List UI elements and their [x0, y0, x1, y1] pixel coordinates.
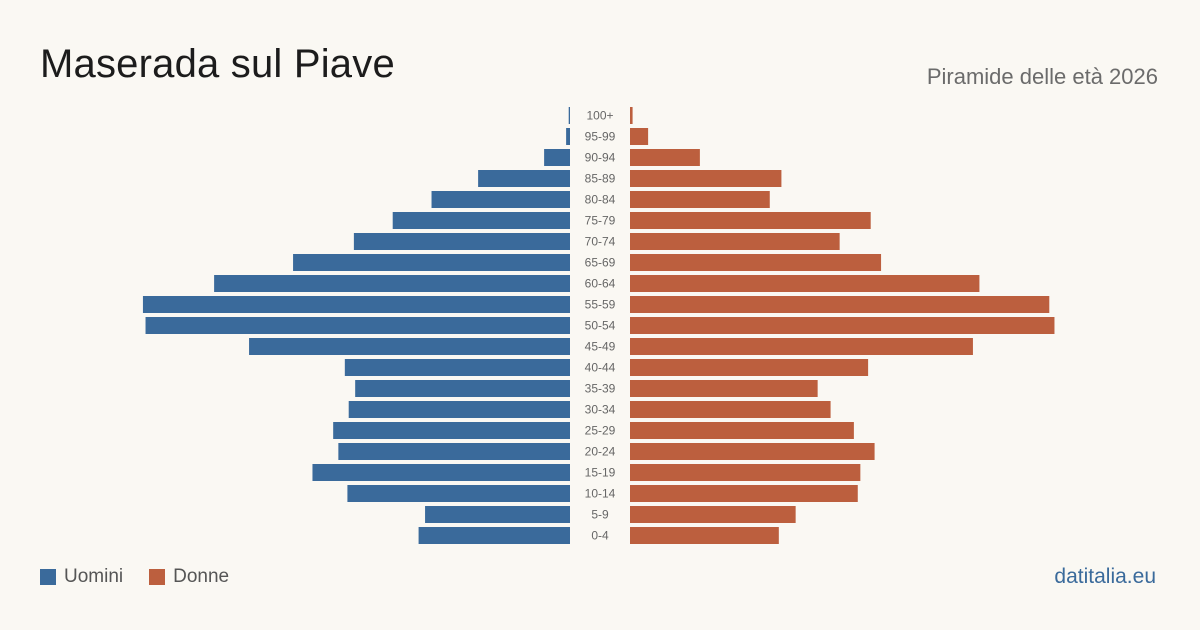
age-label-50-54: 50-54: [585, 319, 616, 333]
bar-men-80-84: [431, 191, 570, 208]
bar-women-85-89: [630, 170, 782, 187]
age-label-10-14: 10-14: [585, 487, 616, 501]
legend-swatch-men: [40, 569, 56, 585]
age-label-40-44: 40-44: [585, 361, 616, 375]
bar-men-100plus: [568, 107, 570, 124]
bar-women-90-94: [630, 149, 700, 166]
bar-men-50-54: [145, 317, 570, 334]
bar-women-100plus: [630, 107, 633, 124]
age-label-100plus: 100+: [586, 109, 613, 123]
bar-men-30-34: [348, 401, 570, 418]
age-label-75-79: 75-79: [585, 214, 616, 228]
bar-men-0-4: [418, 527, 570, 544]
age-label-65-69: 65-69: [585, 256, 616, 270]
bar-men-40-44: [344, 359, 570, 376]
age-label-25-29: 25-29: [585, 424, 616, 438]
bar-men-85-89: [478, 170, 570, 187]
legend-label-women: Donne: [173, 566, 230, 587]
bar-men-65-69: [293, 254, 570, 271]
chart-subtitle: Piramide delle età 2026: [926, 64, 1158, 89]
bar-women-55-59: [630, 296, 1050, 313]
bar-women-25-29: [630, 422, 854, 439]
legend: Uomini Donne: [40, 566, 255, 588]
bar-men-35-39: [355, 380, 570, 397]
page-title: Maserada sul Piave: [40, 42, 395, 86]
legend-label-men: Uomini: [64, 566, 124, 587]
bar-women-30-34: [630, 401, 831, 418]
bar-men-20-24: [338, 443, 570, 460]
bar-men-5-9: [425, 506, 570, 523]
legend-item-men: Uomini: [40, 566, 123, 588]
bar-women-75-79: [630, 212, 871, 229]
bar-women-40-44: [630, 359, 869, 376]
legend-item-women: Donne: [149, 566, 229, 588]
bar-women-15-19: [630, 464, 861, 481]
age-label-20-24: 20-24: [585, 445, 616, 459]
bar-women-0-4: [630, 527, 779, 544]
bar-women-70-74: [630, 233, 840, 250]
bar-women-60-64: [630, 275, 980, 292]
bar-men-95-99: [566, 128, 570, 145]
age-label-30-34: 30-34: [585, 403, 616, 417]
brand-link[interactable]: datitalia.eu: [1054, 565, 1156, 588]
bar-men-15-19: [312, 464, 570, 481]
age-label-60-64: 60-64: [585, 277, 616, 291]
age-label-15-19: 15-19: [585, 466, 616, 480]
bar-women-45-49: [630, 338, 973, 355]
bar-women-20-24: [630, 443, 875, 460]
bar-men-90-94: [544, 149, 570, 166]
bar-women-95-99: [630, 128, 649, 145]
bar-women-5-9: [630, 506, 796, 523]
bar-men-60-64: [214, 275, 570, 292]
age-label-0-4: 0-4: [591, 529, 609, 543]
bar-women-80-84: [630, 191, 770, 208]
bar-men-70-74: [353, 233, 570, 250]
bar-women-35-39: [630, 380, 818, 397]
bar-women-10-14: [630, 485, 858, 502]
bar-men-10-14: [347, 485, 570, 502]
bar-men-55-59: [142, 296, 571, 313]
bar-men-75-79: [392, 212, 570, 229]
age-label-35-39: 35-39: [585, 382, 616, 396]
bar-men-45-49: [249, 338, 570, 355]
age-label-90-94: 90-94: [585, 151, 616, 165]
age-label-55-59: 55-59: [585, 298, 616, 312]
legend-swatch-women: [149, 569, 166, 585]
bar-women-50-54: [630, 317, 1055, 334]
age-label-85-89: 85-89: [585, 172, 616, 186]
bar-men-25-29: [333, 422, 570, 439]
age-label-70-74: 70-74: [585, 235, 616, 249]
bar-women-65-69: [630, 254, 882, 271]
age-label-5-9: 5-9: [591, 508, 609, 522]
age-label-80-84: 80-84: [585, 193, 616, 207]
age-label-45-49: 45-49: [585, 340, 616, 354]
age-label-95-99: 95-99: [585, 130, 616, 144]
